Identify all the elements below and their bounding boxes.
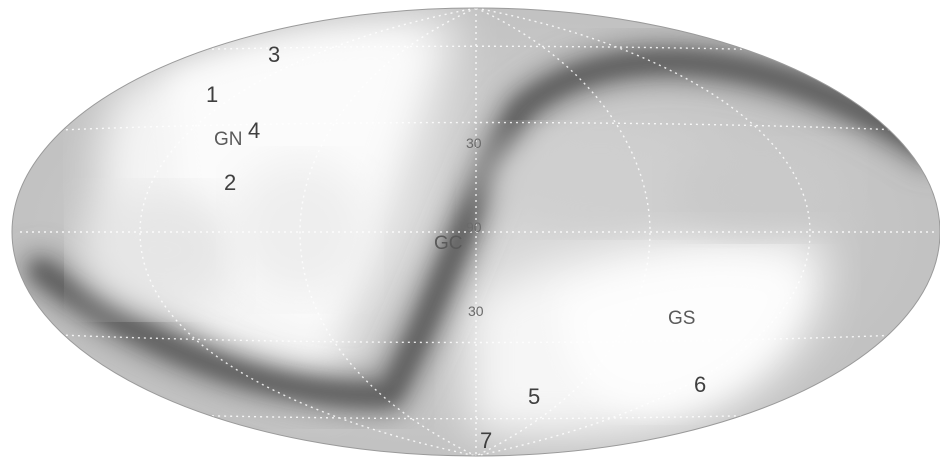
point-label-7: 7: [480, 428, 492, 453]
grid-label-lower: 30: [468, 303, 484, 319]
grid-label-center: 90: [466, 219, 482, 235]
grid-lines: [20, 8, 935, 456]
map-border: [11, 7, 940, 457]
point-label-4: 4: [248, 118, 260, 143]
galactic-north-label: GN: [214, 129, 243, 150]
galactic-center-label: GC: [434, 233, 463, 254]
point-label-1: 1: [206, 82, 218, 107]
point-label-5: 5: [528, 384, 540, 409]
galactic-south-label: GS: [668, 308, 695, 329]
point-label-6: 6: [694, 372, 706, 397]
sky-map-image: [12, 8, 940, 456]
point-label-3: 3: [268, 42, 280, 67]
grid-label-upper: 30: [466, 135, 482, 151]
point-label-2: 2: [224, 170, 236, 195]
